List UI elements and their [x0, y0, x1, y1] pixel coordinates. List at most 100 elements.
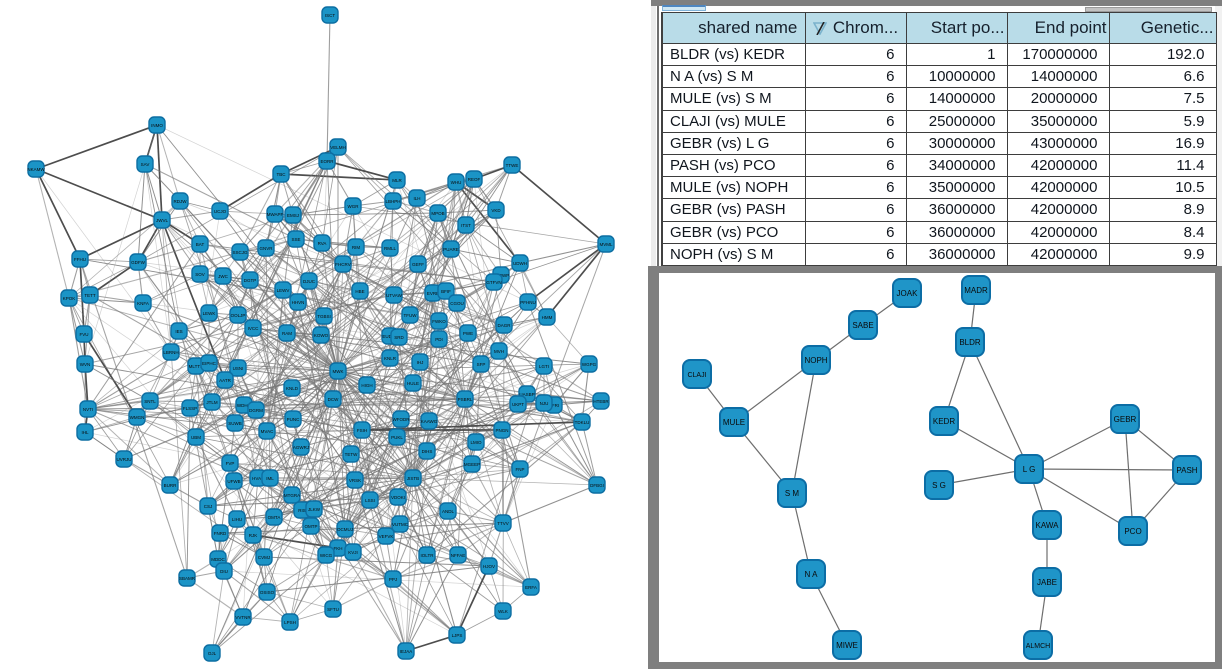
svg-text:TETT: TETT — [84, 293, 95, 298]
svg-text:UCJO: UCJO — [214, 209, 227, 214]
svg-text:SNTL: SNTL — [144, 399, 156, 404]
svg-text:KEDR: KEDR — [933, 417, 955, 426]
svg-text:GTFVN: GTFVN — [486, 280, 501, 285]
svg-text:CVMJ: CVMJ — [258, 555, 270, 560]
svg-text:WICG: WICG — [320, 553, 333, 558]
svg-text:PUARE: PUARE — [443, 247, 459, 252]
svg-text:MULE: MULE — [723, 418, 745, 427]
svg-text:BURR: BURR — [164, 483, 178, 488]
svg-text:MVML: MVML — [599, 242, 612, 247]
svg-text:UTVAW: UTVAW — [386, 293, 403, 298]
svg-text:LEWK: LEWK — [203, 311, 216, 316]
svg-text:S G: S G — [932, 481, 946, 490]
svg-text:PCO: PCO — [1124, 527, 1141, 536]
svg-text:IHJ: IHJ — [417, 360, 424, 365]
svg-text:VELMH: VELMH — [330, 145, 346, 150]
svg-text:CSJ: CSJ — [204, 504, 213, 509]
svg-text:LPSH: LPSH — [284, 620, 296, 625]
svg-text:IHL: IHL — [81, 430, 89, 435]
svg-text:HHVN: HHVN — [292, 300, 305, 305]
svg-text:WFODR: WFODR — [393, 417, 411, 422]
svg-text:HIGH: HIGH — [361, 383, 372, 388]
svg-text:EUDFP: EUDFP — [382, 334, 397, 339]
svg-text:DFBGI: DFBGI — [590, 483, 604, 488]
svg-text:NFFAE: NFFAE — [451, 553, 466, 558]
svg-text:LEWV: LEWV — [277, 288, 290, 293]
svg-text:KVJI: KVJI — [348, 550, 358, 555]
svg-text:JLKW: JLKW — [308, 507, 321, 512]
svg-text:GNVR: GNVR — [259, 246, 273, 251]
svg-text:RVA: RVA — [318, 241, 327, 246]
svg-text:PSBRL: PSBRL — [458, 397, 473, 402]
svg-text:SFTU: SFTU — [327, 607, 339, 612]
svg-text:RIM: RIM — [352, 245, 361, 250]
svg-text:SOV: SOV — [195, 272, 205, 277]
svg-text:CLAJI: CLAJI — [687, 372, 706, 379]
svg-text:HULE: HULE — [407, 381, 419, 386]
svg-text:SSCJG: SSCJG — [232, 250, 248, 255]
svg-text:EORR: EORR — [320, 159, 334, 164]
svg-text:FNRD: FNRD — [214, 531, 227, 536]
svg-text:IVCC: IVCC — [248, 326, 260, 331]
svg-text:KPOK: KPOK — [63, 296, 76, 301]
svg-text:FVU: FVU — [80, 332, 89, 337]
svg-text:FSIH: FSIH — [357, 428, 367, 433]
svg-text:SBAMR: SBAMR — [179, 576, 196, 581]
svg-text:LMIO: LMIO — [470, 440, 482, 445]
svg-text:JOAK: JOAK — [897, 289, 919, 298]
svg-text:MTGRA: MTGRA — [284, 493, 300, 498]
svg-text:BFIF: BFIF — [441, 289, 451, 294]
svg-text:MVH: MVH — [494, 349, 504, 354]
svg-text:OOLJP: OOLJP — [231, 313, 246, 318]
svg-text:MADR: MADR — [964, 286, 988, 295]
svg-text:KOWO: KOWO — [314, 333, 329, 338]
svg-text:OSISO: OSISO — [260, 590, 275, 595]
svg-text:KNFA: KNFA — [137, 301, 149, 306]
svg-text:UBM: UBM — [191, 435, 201, 440]
svg-text:FVP: FVP — [226, 461, 235, 466]
svg-text:PFHNU: PFHNU — [520, 300, 536, 305]
svg-text:EIPHC: EIPHC — [202, 361, 217, 366]
svg-text:WLK: WLK — [498, 609, 508, 614]
svg-text:OMTA: OMTA — [268, 515, 281, 520]
svg-text:MWK: MWK — [333, 369, 344, 374]
svg-text:LJPS: LJPS — [452, 633, 463, 638]
svg-text:AGWRJ: AGWRJ — [293, 445, 309, 450]
svg-text:MLR: MLR — [392, 178, 402, 183]
svg-text:UFWB: UFWB — [227, 479, 240, 484]
svg-text:JWC: JWC — [218, 274, 228, 279]
svg-text:VRSK: VRSK — [349, 478, 361, 483]
svg-text:TBC: TBC — [277, 172, 287, 177]
svg-text:SSE: SSE — [291, 237, 300, 242]
svg-text:JISTB: JISTB — [407, 476, 419, 481]
svg-text:UASBP: UASBP — [519, 392, 534, 397]
svg-text:EVRB: EVRB — [427, 291, 439, 296]
svg-text:DCW: DCW — [328, 397, 339, 402]
svg-text:SRD: SRD — [394, 335, 404, 340]
svg-text:TTVV: TTVV — [497, 521, 509, 526]
svg-text:RMLL: RMLL — [384, 246, 397, 251]
svg-text:KAAWG: KAAWG — [421, 419, 438, 424]
svg-text:UDWH: UDWH — [513, 261, 527, 266]
svg-text:LSSI: LSSI — [365, 498, 375, 503]
svg-text:BLDR: BLDR — [959, 338, 981, 347]
svg-text:RAM: RAM — [282, 331, 292, 336]
svg-text:PASH: PASH — [1176, 466, 1197, 475]
svg-text:MLTTD: MLTTD — [189, 364, 204, 369]
svg-text:LGTI: LGTI — [539, 364, 549, 369]
svg-text:IOLTR: IOLTR — [421, 553, 435, 558]
svg-text:HMM: HMM — [542, 315, 553, 320]
svg-text:DJUC: DJUC — [303, 279, 316, 284]
svg-text:HTEBR: HTEBR — [593, 399, 609, 404]
svg-text:FWKO: FWKO — [432, 319, 446, 324]
svg-text:IES: IES — [175, 329, 182, 334]
svg-text:MGEEP: MGEEP — [464, 462, 480, 467]
svg-text:ERFA: ERFA — [525, 585, 537, 590]
svg-text:INMO: INMO — [151, 123, 163, 128]
svg-text:DGTP: DGTP — [244, 278, 257, 283]
svg-text:OCMUJ: OCMUJ — [337, 527, 353, 532]
svg-text:OMTP: OMTP — [305, 524, 318, 529]
svg-text:MDDC: MDDC — [211, 557, 225, 562]
svg-text:VVTNR: VVTNR — [235, 615, 251, 620]
svg-text:AATR: AATR — [219, 378, 231, 383]
